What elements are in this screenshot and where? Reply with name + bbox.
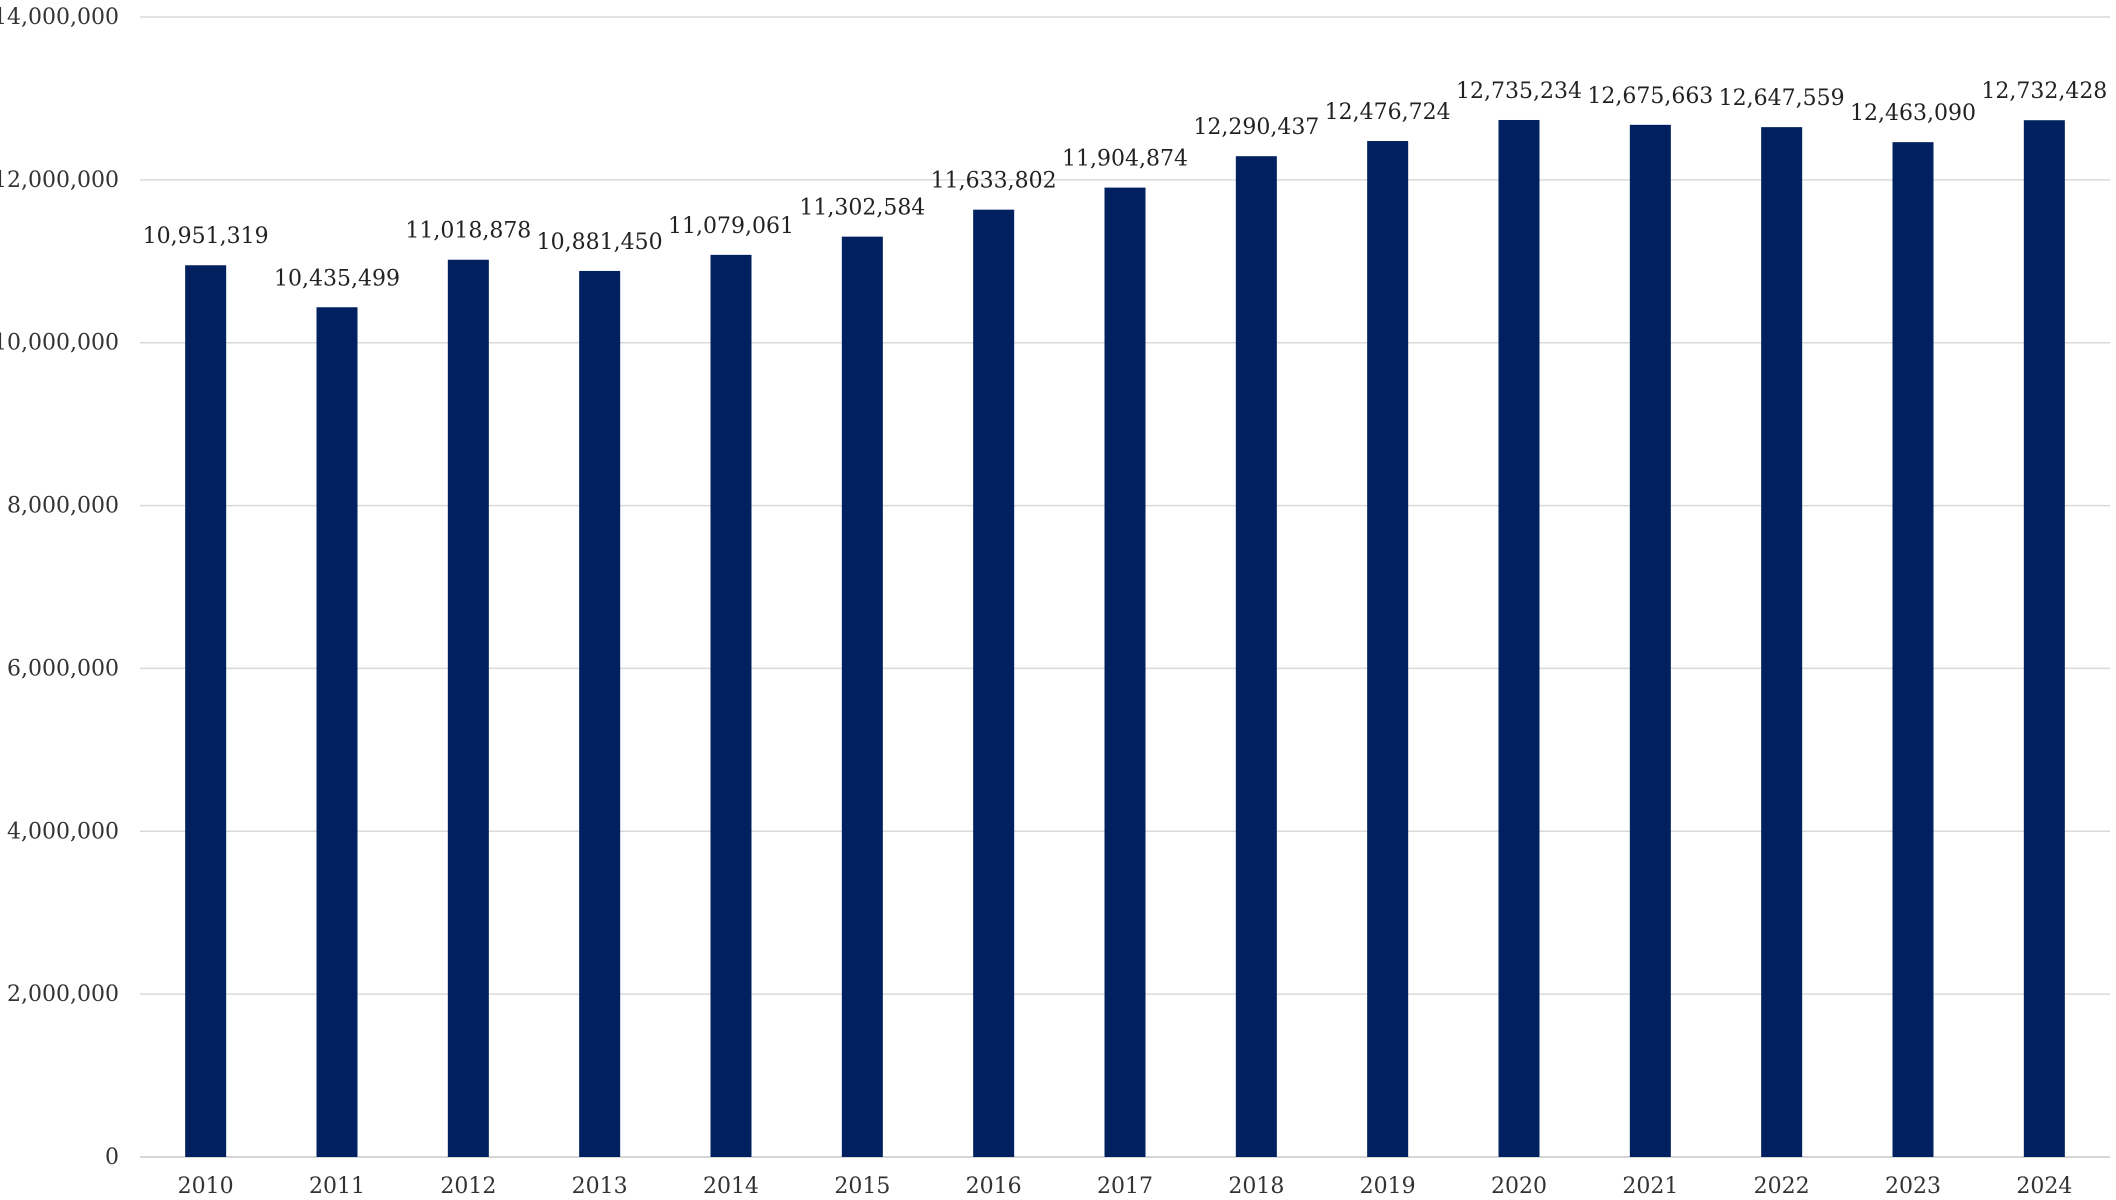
x-tick-label: 2012	[440, 1174, 496, 1199]
bar-2014	[710, 254, 752, 1157]
data-label: 11,904,874	[1062, 147, 1188, 172]
data-label: 12,463,090	[1850, 101, 1976, 126]
x-tick-label: 2024	[2016, 1174, 2072, 1199]
data-label: 10,881,450	[537, 230, 663, 255]
data-label: 11,079,061	[668, 214, 794, 239]
data-label: 12,675,663	[1587, 84, 1713, 109]
data-label: 11,302,584	[799, 196, 925, 221]
y-tick-label: 10,000,000	[0, 331, 119, 356]
x-tick-label: 2023	[1885, 1174, 1941, 1199]
bar-2015	[841, 236, 883, 1157]
bar-2018	[1235, 156, 1277, 1157]
data-label: 12,290,437	[1193, 115, 1319, 140]
y-axis-tick-labels: 0 2,000,000 4,000,000 6,000,000 8,000,000 10,…	[0, 5, 119, 1170]
y-tick-label: 8,000,000	[7, 494, 119, 519]
data-label: 10,951,319	[143, 224, 269, 249]
bar-2017	[1104, 187, 1146, 1157]
bar-2024	[2023, 120, 2065, 1158]
bar-2011	[316, 307, 358, 1158]
x-tick-label: 2016	[966, 1174, 1022, 1199]
x-tick-label: 2010	[178, 1174, 234, 1199]
x-tick-label: 2022	[1754, 1174, 1810, 1199]
y-tick-label: 6,000,000	[7, 656, 119, 681]
x-tick-label: 2013	[572, 1174, 628, 1199]
bar-2023	[1892, 142, 1934, 1158]
bar-2012	[447, 259, 489, 1157]
bar-2022	[1761, 127, 1803, 1158]
bar-2010	[185, 265, 227, 1157]
bar-2016	[973, 209, 1015, 1157]
bars	[185, 119, 2065, 1158]
data-label: 12,735,234	[1456, 79, 1582, 104]
y-tick-label: 12,000,000	[0, 168, 119, 193]
y-tick-label: 0	[105, 1145, 119, 1170]
bar-2013	[579, 270, 621, 1157]
y-tick-label: 14,000,000	[0, 5, 119, 30]
x-tick-label: 2017	[1097, 1174, 1153, 1199]
x-tick-label: 2020	[1491, 1174, 1547, 1199]
data-label: 12,647,559	[1719, 86, 1845, 111]
x-axis-tick-labels: 2010 2011 2012 2013 2014 2015 2016 2017 2018 2019…	[178, 1174, 2073, 1199]
y-tick-label: 2,000,000	[7, 982, 119, 1007]
data-label: 11,018,878	[405, 219, 531, 244]
bar-2021	[1629, 124, 1671, 1157]
bar-2019	[1367, 141, 1409, 1157]
x-tick-label: 2011	[309, 1174, 365, 1199]
y-tick-label: 4,000,000	[7, 819, 119, 844]
x-tick-label: 2019	[1360, 1174, 1416, 1199]
data-label: 10,435,499	[274, 266, 400, 291]
x-tick-label: 2015	[834, 1174, 890, 1199]
x-tick-label: 2018	[1228, 1174, 1284, 1199]
data-label: 12,476,724	[1325, 100, 1451, 125]
bar-2020	[1498, 119, 1540, 1158]
x-tick-label: 2021	[1622, 1174, 1678, 1199]
data-label: 11,633,802	[931, 169, 1057, 194]
data-label: 12,732,428	[1981, 79, 2107, 104]
x-tick-label: 2014	[703, 1174, 759, 1199]
